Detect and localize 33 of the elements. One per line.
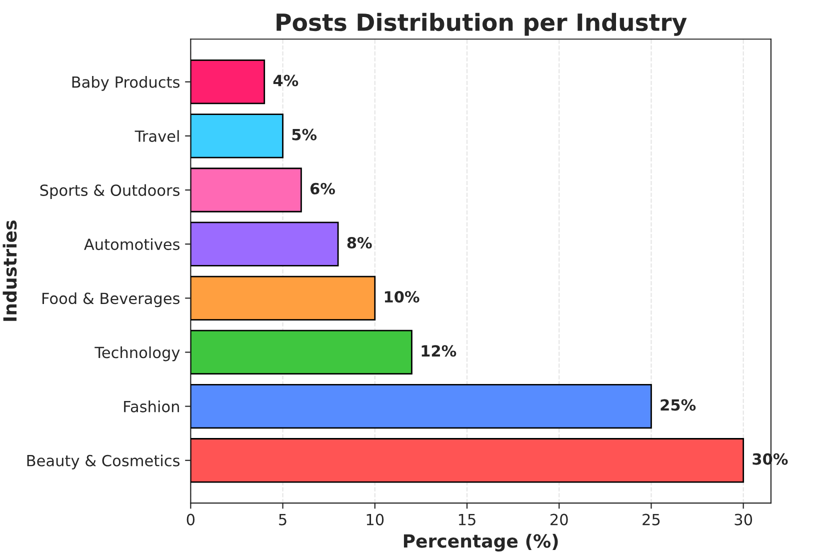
y-tick-label: Automotives xyxy=(84,238,180,250)
x-axis-title: Percentage (%) xyxy=(404,534,558,552)
data-label: 10% xyxy=(384,291,420,303)
bar xyxy=(190,60,266,104)
y-tick-label: Fashion xyxy=(124,400,179,412)
bar xyxy=(190,384,652,429)
x-tick-label: 0 xyxy=(186,514,195,526)
bar xyxy=(190,330,412,375)
x-tick-label: 25 xyxy=(642,514,660,526)
bar xyxy=(190,168,302,212)
x-tick-label: 10 xyxy=(366,514,384,526)
y-axis-title: Industries xyxy=(2,220,17,321)
y-tick-label: Sports & Outdoors xyxy=(40,184,180,199)
data-label: 25% xyxy=(660,399,696,411)
data-label: 6% xyxy=(310,182,335,194)
bar xyxy=(190,438,744,483)
data-label: 5% xyxy=(292,128,317,140)
data-label: 12% xyxy=(422,345,456,357)
x-tick-label: 5 xyxy=(279,514,286,526)
y-tick-label: Food & Beverages xyxy=(42,292,180,308)
y-tick-label: Baby Products xyxy=(72,76,180,91)
y-tick-label: Technology xyxy=(94,346,180,362)
bar xyxy=(190,222,339,266)
bar xyxy=(190,276,376,320)
x-tick-label: 15 xyxy=(458,514,476,526)
y-tick-label: Travel xyxy=(134,130,179,142)
x-tick-label: 30 xyxy=(734,514,752,526)
x-tick-label: 20 xyxy=(550,514,568,526)
chart-title: Posts Distribution per Industry xyxy=(276,12,687,36)
y-tick-label: Beauty & Cosmetics xyxy=(27,454,180,470)
bar xyxy=(190,114,284,158)
data-label: 4% xyxy=(273,74,298,86)
data-label: 8% xyxy=(347,236,372,249)
